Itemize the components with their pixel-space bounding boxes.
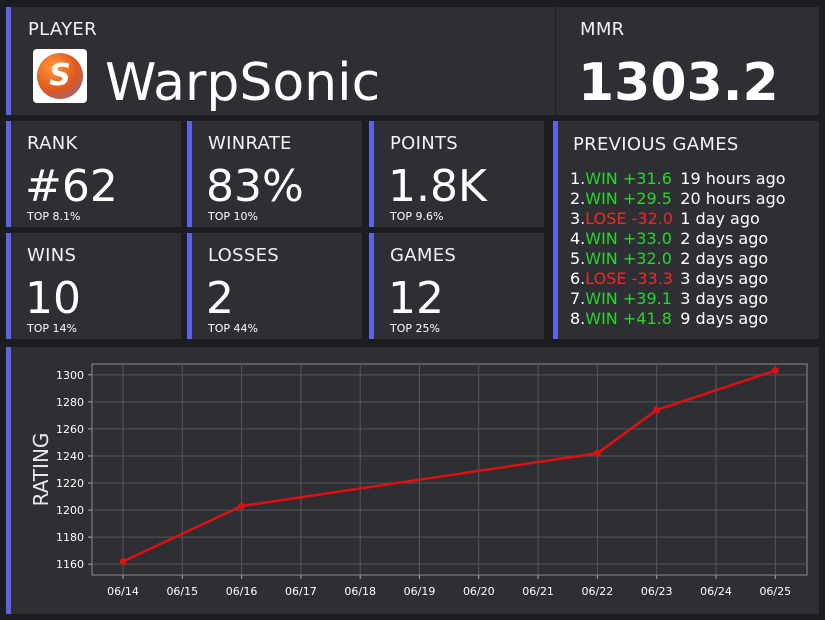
game-time: 2 days ago bbox=[680, 229, 769, 248]
wins-panel: WINS 10 TOP 14% bbox=[6, 233, 181, 339]
winrate-label: WINRATE bbox=[208, 133, 292, 154]
rating-point bbox=[771, 366, 779, 374]
losses-panel: LOSSES 2 TOP 44% bbox=[187, 233, 362, 339]
x-tick-label: 06/25 bbox=[759, 585, 791, 598]
points-sub: TOP 9.6% bbox=[390, 210, 444, 223]
wins-label: WINS bbox=[27, 245, 77, 266]
points-label: POINTS bbox=[390, 133, 459, 154]
rank-label: RANK bbox=[27, 133, 78, 154]
avatar-logo-icon: S bbox=[37, 53, 83, 99]
rating-point bbox=[653, 406, 661, 414]
previous-games-title: PREVIOUS GAMES bbox=[573, 134, 739, 155]
y-tick-label: 1200 bbox=[56, 504, 84, 517]
losses-label: LOSSES bbox=[208, 245, 280, 266]
player-name: WarpSonic bbox=[105, 53, 381, 113]
game-number: 4. bbox=[570, 229, 586, 248]
games-panel: GAMES 12 TOP 25% bbox=[369, 233, 544, 339]
game-result: WIN +31.6 bbox=[585, 169, 672, 188]
rank-sub: TOP 8.1% bbox=[27, 210, 81, 223]
y-tick-label: 1180 bbox=[56, 531, 84, 544]
y-tick-label: 1300 bbox=[56, 369, 84, 382]
rating-point bbox=[593, 449, 601, 457]
rank-panel: RANK #62 TOP 8.1% bbox=[6, 121, 181, 227]
winrate-value: 83% bbox=[206, 161, 304, 212]
rating-chart: 1160 1180 1200 1220 1240 1260 1280 1300 06/14 06/… bbox=[29, 363, 808, 598]
x-tick-label: 06/20 bbox=[463, 585, 495, 598]
player-label: PLAYER bbox=[28, 19, 97, 40]
y-tick-label: 1260 bbox=[56, 423, 84, 436]
previous-game-row: 6.LOSE -33.3 3 days ago bbox=[570, 269, 768, 289]
x-tick-label: 06/14 bbox=[107, 585, 139, 598]
x-tick-label: 06/21 bbox=[522, 585, 554, 598]
game-result: LOSE -32.0 bbox=[585, 209, 673, 228]
games-sub: TOP 25% bbox=[390, 322, 440, 335]
previous-game-row: 1.WIN +31.6 19 hours ago bbox=[570, 169, 786, 189]
game-time: 19 hours ago bbox=[680, 169, 786, 188]
game-number: 5. bbox=[570, 249, 586, 268]
points-panel: POINTS 1.8K TOP 9.6% bbox=[369, 121, 544, 227]
rank-value: #62 bbox=[25, 161, 118, 212]
avatar-letter: S bbox=[49, 58, 71, 93]
game-time: 20 hours ago bbox=[680, 189, 786, 208]
x-tick-label: 06/15 bbox=[166, 585, 198, 598]
game-number: 7. bbox=[570, 289, 586, 308]
y-axis-label: RATING bbox=[29, 433, 53, 507]
mmr-panel: MMR 1303.2 bbox=[556, 7, 819, 115]
game-result: WIN +33.0 bbox=[585, 229, 672, 248]
previous-game-row: 7.WIN +39.1 3 days ago bbox=[570, 289, 768, 309]
rating-chart-panel: 1160 1180 1200 1220 1240 1260 1280 1300 06/14 06/… bbox=[6, 347, 819, 614]
winrate-sub: TOP 10% bbox=[208, 210, 258, 223]
game-result: WIN +39.1 bbox=[585, 289, 672, 308]
game-time: 9 days ago bbox=[680, 309, 769, 328]
y-tick-label: 1160 bbox=[56, 558, 84, 571]
previous-game-row: 5.WIN +32.0 2 days ago bbox=[570, 249, 768, 269]
game-result: WIN +29.5 bbox=[585, 189, 672, 208]
game-number: 8. bbox=[570, 309, 586, 328]
x-tick-label: 06/17 bbox=[285, 585, 317, 598]
x-tick-label: 06/24 bbox=[700, 585, 732, 598]
losses-value: 2 bbox=[206, 273, 234, 324]
previous-game-row: 4.WIN +33.0 2 days ago bbox=[570, 229, 768, 249]
player-panel: PLAYER S WarpSonic bbox=[6, 7, 555, 115]
y-tick-label: 1220 bbox=[56, 477, 84, 490]
wins-sub: TOP 14% bbox=[27, 322, 77, 335]
game-result: WIN +32.0 bbox=[585, 249, 672, 268]
game-time: 3 days ago bbox=[680, 289, 769, 308]
games-value: 12 bbox=[388, 273, 444, 324]
game-number: 1. bbox=[570, 169, 586, 188]
y-tick-label: 1280 bbox=[56, 396, 84, 409]
previous-games-panel: PREVIOUS GAMES 1.WIN +31.6 19 hours ago 2.… bbox=[553, 121, 819, 339]
wins-value: 10 bbox=[25, 273, 81, 324]
x-tick-label: 06/22 bbox=[582, 585, 614, 598]
game-number: 6. bbox=[570, 269, 586, 288]
games-label: GAMES bbox=[390, 245, 457, 266]
game-time: 2 days ago bbox=[680, 249, 769, 268]
x-tick-label: 06/23 bbox=[641, 585, 673, 598]
mmr-value: 1303.2 bbox=[578, 53, 779, 113]
game-time: 1 day ago bbox=[680, 209, 760, 228]
rating-point bbox=[119, 557, 127, 565]
previous-game-row: 3.LOSE -32.0 1 day ago bbox=[570, 209, 760, 229]
x-tick-label: 06/19 bbox=[404, 585, 436, 598]
game-result: LOSE -33.3 bbox=[585, 269, 673, 288]
mmr-label: MMR bbox=[580, 19, 625, 40]
previous-game-row: 8.WIN +41.8 9 days ago bbox=[570, 309, 768, 329]
game-number: 3. bbox=[570, 209, 586, 228]
player-avatar: S bbox=[33, 49, 87, 103]
rating-point bbox=[238, 502, 246, 510]
x-tick-label: 06/16 bbox=[226, 585, 258, 598]
points-value: 1.8K bbox=[388, 161, 487, 212]
previous-game-row: 2.WIN +29.5 20 hours ago bbox=[570, 189, 786, 209]
winrate-panel: WINRATE 83% TOP 10% bbox=[187, 121, 362, 227]
game-result: WIN +41.8 bbox=[585, 309, 672, 328]
game-number: 2. bbox=[570, 189, 586, 208]
game-time: 3 days ago bbox=[680, 269, 769, 288]
x-tick-label: 06/18 bbox=[344, 585, 376, 598]
losses-sub: TOP 44% bbox=[208, 322, 258, 335]
y-tick-label: 1240 bbox=[56, 450, 84, 463]
